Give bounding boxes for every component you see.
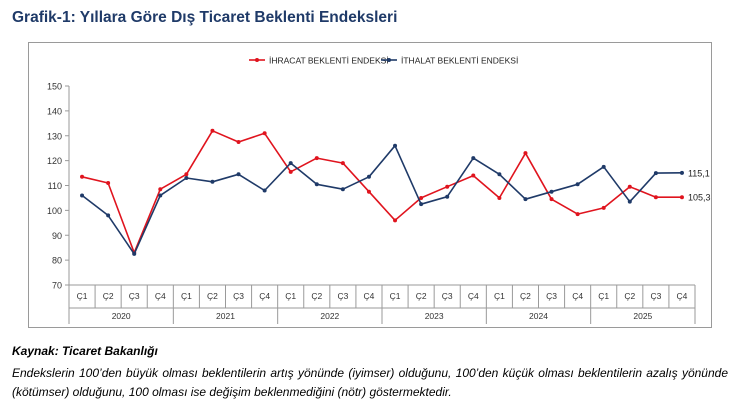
export-series-line — [81, 130, 682, 254]
import-data-point — [601, 164, 606, 169]
import-data-point — [236, 172, 241, 177]
x-tick-label-quarter: Ç3 — [129, 291, 140, 301]
x-tick-label-year: 2020 — [112, 311, 131, 321]
export-data-point — [653, 195, 658, 200]
import-data-point — [653, 171, 658, 176]
y-tick-label: 130 — [47, 131, 62, 141]
import-end-value-label: 115,1 — [688, 168, 710, 178]
x-tick-label-year: 2021 — [216, 311, 235, 321]
export-data-point — [158, 187, 163, 192]
x-tick-label-quarter: Ç2 — [624, 291, 635, 301]
export-data-point — [393, 218, 398, 223]
export-legend-marker — [255, 58, 259, 62]
import-data-point — [340, 187, 345, 192]
export-data-point — [523, 151, 528, 156]
import-data-point — [210, 179, 215, 184]
export-data-point — [210, 128, 215, 133]
export-data-point — [601, 205, 606, 210]
import-data-point — [106, 213, 111, 218]
import-data-point — [288, 161, 293, 166]
import-data-point — [419, 202, 424, 207]
export-data-point — [419, 195, 424, 200]
export-data-point — [366, 189, 371, 194]
y-tick-label: 80 — [52, 256, 62, 266]
export-data-point — [575, 212, 580, 217]
export-data-point — [471, 173, 476, 178]
x-tick-label-year: 2023 — [425, 311, 444, 321]
import-data-point — [366, 174, 371, 179]
x-tick-label-quarter: Ç4 — [468, 291, 479, 301]
export-data-point — [549, 197, 554, 202]
y-tick-label: 100 — [47, 206, 62, 216]
x-tick-label-quarter: Ç4 — [572, 291, 583, 301]
export-end-value-label: 105,3 — [688, 193, 711, 203]
y-tick-label: 120 — [47, 156, 62, 166]
export-data-point — [236, 139, 241, 144]
x-tick-label-quarter: Ç2 — [520, 291, 531, 301]
export-data-point — [314, 156, 319, 161]
line-chart: 70 80 90 100 110 120 130 140 150 Ç1 Ç2 Ç3 Ç4 Ç1 Ç2 Ç3 Ç4… — [47, 56, 711, 324]
import-data-point — [445, 194, 450, 199]
import-data-point — [184, 176, 189, 181]
import-series-line — [81, 144, 683, 255]
x-tick-label-quarter: Ç3 — [337, 291, 348, 301]
y-tick-label: 140 — [47, 106, 62, 116]
x-tick-label-quarter: Ç3 — [546, 291, 557, 301]
import-data-point — [132, 251, 137, 256]
x-tick-label-quarter: Ç2 — [207, 291, 218, 301]
import-data-point — [158, 193, 163, 198]
x-tick-label-quarter: Ç3 — [650, 291, 661, 301]
export-data-point — [679, 195, 684, 200]
import-data-point — [393, 143, 398, 148]
export-data-point — [184, 172, 189, 177]
import-data-point — [523, 197, 528, 202]
y-tick-label: 70 — [52, 281, 62, 291]
x-tick-label-quarter: Ç1 — [390, 291, 401, 301]
x-tick-label-quarter: Ç1 — [285, 291, 296, 301]
x-tick-label-quarter: Ç2 — [103, 291, 114, 301]
import-data-point — [262, 188, 267, 193]
x-tick-label-year: 2024 — [529, 311, 548, 321]
x-tick-label-quarter: Ç1 — [598, 291, 609, 301]
import-data-point — [679, 170, 684, 175]
x-tick-label-quarter: Ç3 — [233, 291, 244, 301]
import-data-point — [80, 193, 85, 198]
y-tick-label: 110 — [48, 181, 62, 191]
export-data-point — [106, 181, 111, 186]
export-data-point — [497, 195, 502, 200]
x-tick-label-quarter: Ç4 — [259, 291, 270, 301]
import-data-point — [575, 182, 580, 187]
x-tick-label-quarter: Ç2 — [416, 291, 427, 301]
x-tick-label-quarter: Ç4 — [155, 291, 166, 301]
y-tick-label: 150 — [47, 82, 62, 92]
import-data-point — [549, 189, 554, 194]
x-tick-label-quarter: Ç4 — [677, 291, 688, 301]
export-data-point — [445, 184, 450, 189]
export-data-point — [262, 131, 267, 136]
import-legend-marker — [387, 58, 391, 62]
import-legend-label: İTHALAT BEKLENTİ ENDEKSİ — [401, 56, 518, 66]
import-data-point — [471, 156, 476, 161]
export-legend-label: İHRACAT BEKLENTİ ENDEKSİ — [269, 56, 389, 66]
chart-frame: 70 80 90 100 110 120 130 140 150 Ç1 Ç2 Ç3 Ç4 Ç1 Ç2 Ç3 Ç4… — [28, 42, 712, 328]
x-tick-label-quarter: Ç1 — [77, 291, 88, 301]
import-data-point — [314, 182, 319, 187]
x-tick-label-year: 2022 — [320, 311, 339, 321]
export-data-point — [627, 184, 632, 189]
source-caption: Kaynak: Ticaret Bakanlığı — [12, 344, 158, 358]
explanatory-note: Endekslerin 100’den büyük olması beklent… — [12, 366, 728, 399]
x-tick-label-quarter: Ç3 — [442, 291, 453, 301]
x-tick-label-year: 2025 — [633, 311, 652, 321]
x-tick-label-quarter: Ç4 — [364, 291, 375, 301]
import-data-point — [497, 172, 502, 177]
export-data-point — [340, 161, 345, 166]
export-data-point — [288, 169, 293, 174]
x-tick-label-quarter: Ç1 — [181, 291, 192, 301]
import-data-point — [627, 199, 632, 204]
x-tick-label-quarter: Ç2 — [311, 291, 322, 301]
y-tick-label: 90 — [52, 231, 62, 241]
export-data-point — [80, 174, 85, 179]
figure-title: Grafik-1: Yıllara Göre Dış Ticaret Bekle… — [12, 9, 398, 26]
x-tick-label-quarter: Ç1 — [494, 291, 505, 301]
